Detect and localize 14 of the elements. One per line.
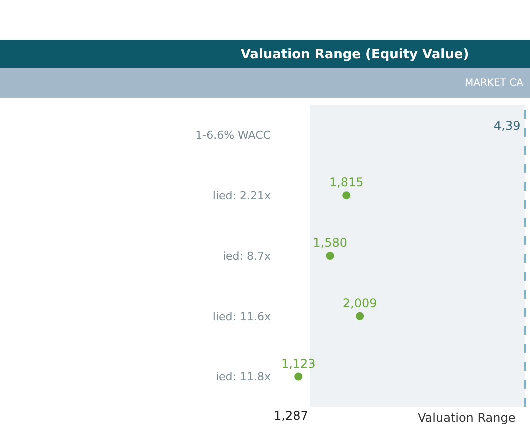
data-label: 1,123 — [281, 356, 316, 371]
data-label: 2,009 — [342, 296, 378, 310]
data-label: 1,580 — [313, 236, 348, 250]
y-tick-label: ied: 11.8x — [216, 370, 272, 384]
y-tick-label: lied: 11.6x — [212, 310, 272, 324]
y-tick-label: 1-6.6% WACC — [196, 129, 272, 142]
chart-title: Valuation Range (Equity Value) — [240, 48, 470, 63]
x-axis-title: Valuation Range — [418, 411, 516, 425]
y-tick-label: ied: 8.7x — [222, 250, 272, 263]
annotation: 4,39 — [494, 119, 521, 133]
text: MARKET CA — [465, 78, 524, 89]
y-tick-label: lied: 2.21x — [212, 189, 272, 202]
data-label: 1,815 — [329, 176, 364, 190]
band-label: 1,287 — [274, 409, 308, 423]
